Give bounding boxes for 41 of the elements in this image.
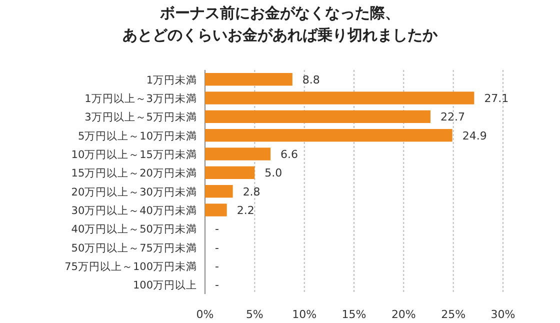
x-tick-label: 5% [246,308,264,321]
y-tick-label: 100万円以上 [132,278,197,292]
x-tick-label: 25% [441,308,466,321]
bar [205,72,292,86]
text: - [215,222,219,236]
data-label: 2.8 [242,185,260,198]
bar [205,184,233,198]
data-label: 27.1 [484,92,509,105]
y-tick-label: 1万円以上～3万円未満 [84,92,197,105]
chart-subtitle: あとどのくらいお金があれば乗り切れましたか [122,26,438,44]
y-tick-label: 5万円以上～10万円未満 [78,129,197,142]
data-label: 22.7 [440,110,465,124]
data-label: 6.6 [280,148,298,161]
chart-title: ボーナス前にお金がなくなった際、 [159,4,400,22]
y-tick-label: 10万円以上～15万円未満 [71,148,197,161]
data-label: 5.0 [264,166,282,180]
y-tick-label: 30万円以上～40万円未満 [71,204,197,217]
y-tick-label: 40万円以上～50万円未満 [71,222,197,236]
x-tick-label: 0% [196,308,214,321]
x-tick-label: 10% [292,308,317,321]
bar [205,92,474,104]
text: - [215,241,219,254]
text: - [215,260,219,273]
y-tick-label: 1万円未満 [146,73,197,86]
x-tick-label: 15% [342,308,366,321]
x-tick-label: 30% [490,308,516,321]
bar [205,128,452,142]
y-tick-label: 20万円以上～30万円未満 [71,185,197,198]
text: - [215,278,219,292]
data-label: 8.8 [302,73,320,86]
y-tick-label: 75万円以上～100万円未満 [64,260,197,273]
y-tick-label: 3万円以上～5万円未満 [84,110,197,124]
bar [205,148,271,160]
data-label: 24.9 [462,129,487,142]
bar [205,110,430,124]
data-label: 2.2 [236,204,254,217]
bar [205,204,227,216]
y-tick-label: 50万円以上～75万円未満 [71,241,197,254]
x-tick-label: 20% [391,308,416,321]
bar [205,166,255,180]
y-tick-label: 15万円以上～20万円未満 [71,166,197,180]
